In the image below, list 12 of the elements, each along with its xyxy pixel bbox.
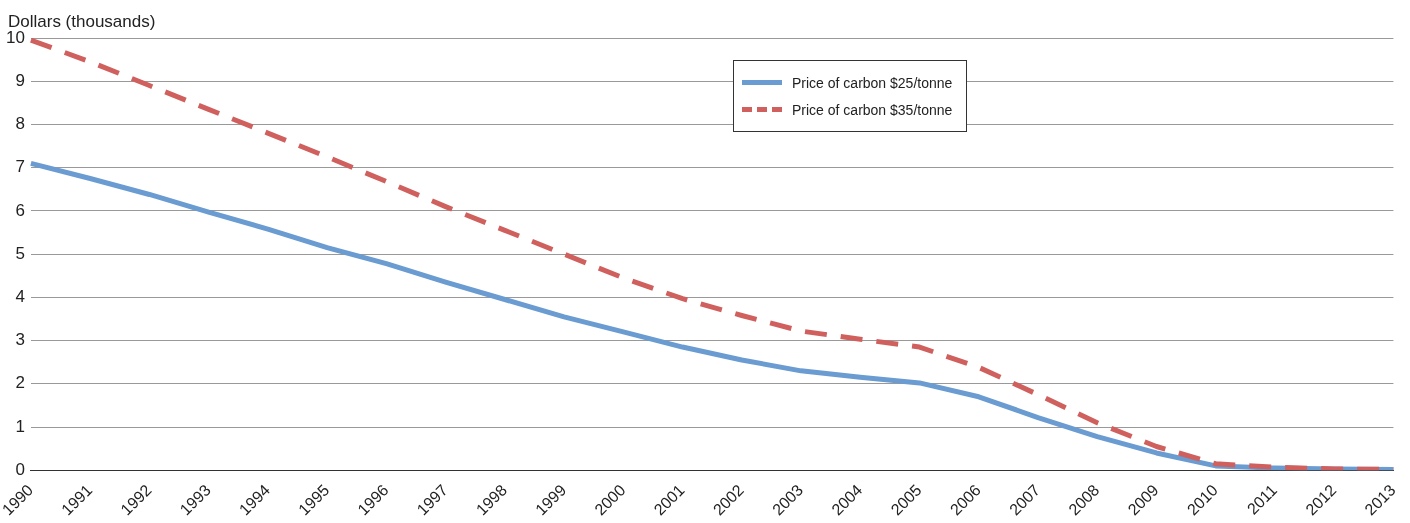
legend-label: Price of carbon $25/tonne bbox=[792, 74, 953, 91]
y-tick-label: 7 bbox=[15, 157, 25, 177]
y-tick-label: 1 bbox=[15, 416, 25, 436]
legend-label: Price of carbon $35/tonne bbox=[792, 101, 953, 118]
y-tick-label: 8 bbox=[15, 114, 25, 134]
y-tick-label: 4 bbox=[15, 287, 25, 307]
y-tick-label: 5 bbox=[15, 243, 25, 263]
y-tick-label: 3 bbox=[15, 330, 25, 350]
y-tick-label: 2 bbox=[15, 373, 25, 393]
y-tick-label: 6 bbox=[15, 200, 25, 220]
y-tick-label: 0 bbox=[15, 459, 25, 479]
y-tick-label: 9 bbox=[15, 70, 25, 90]
